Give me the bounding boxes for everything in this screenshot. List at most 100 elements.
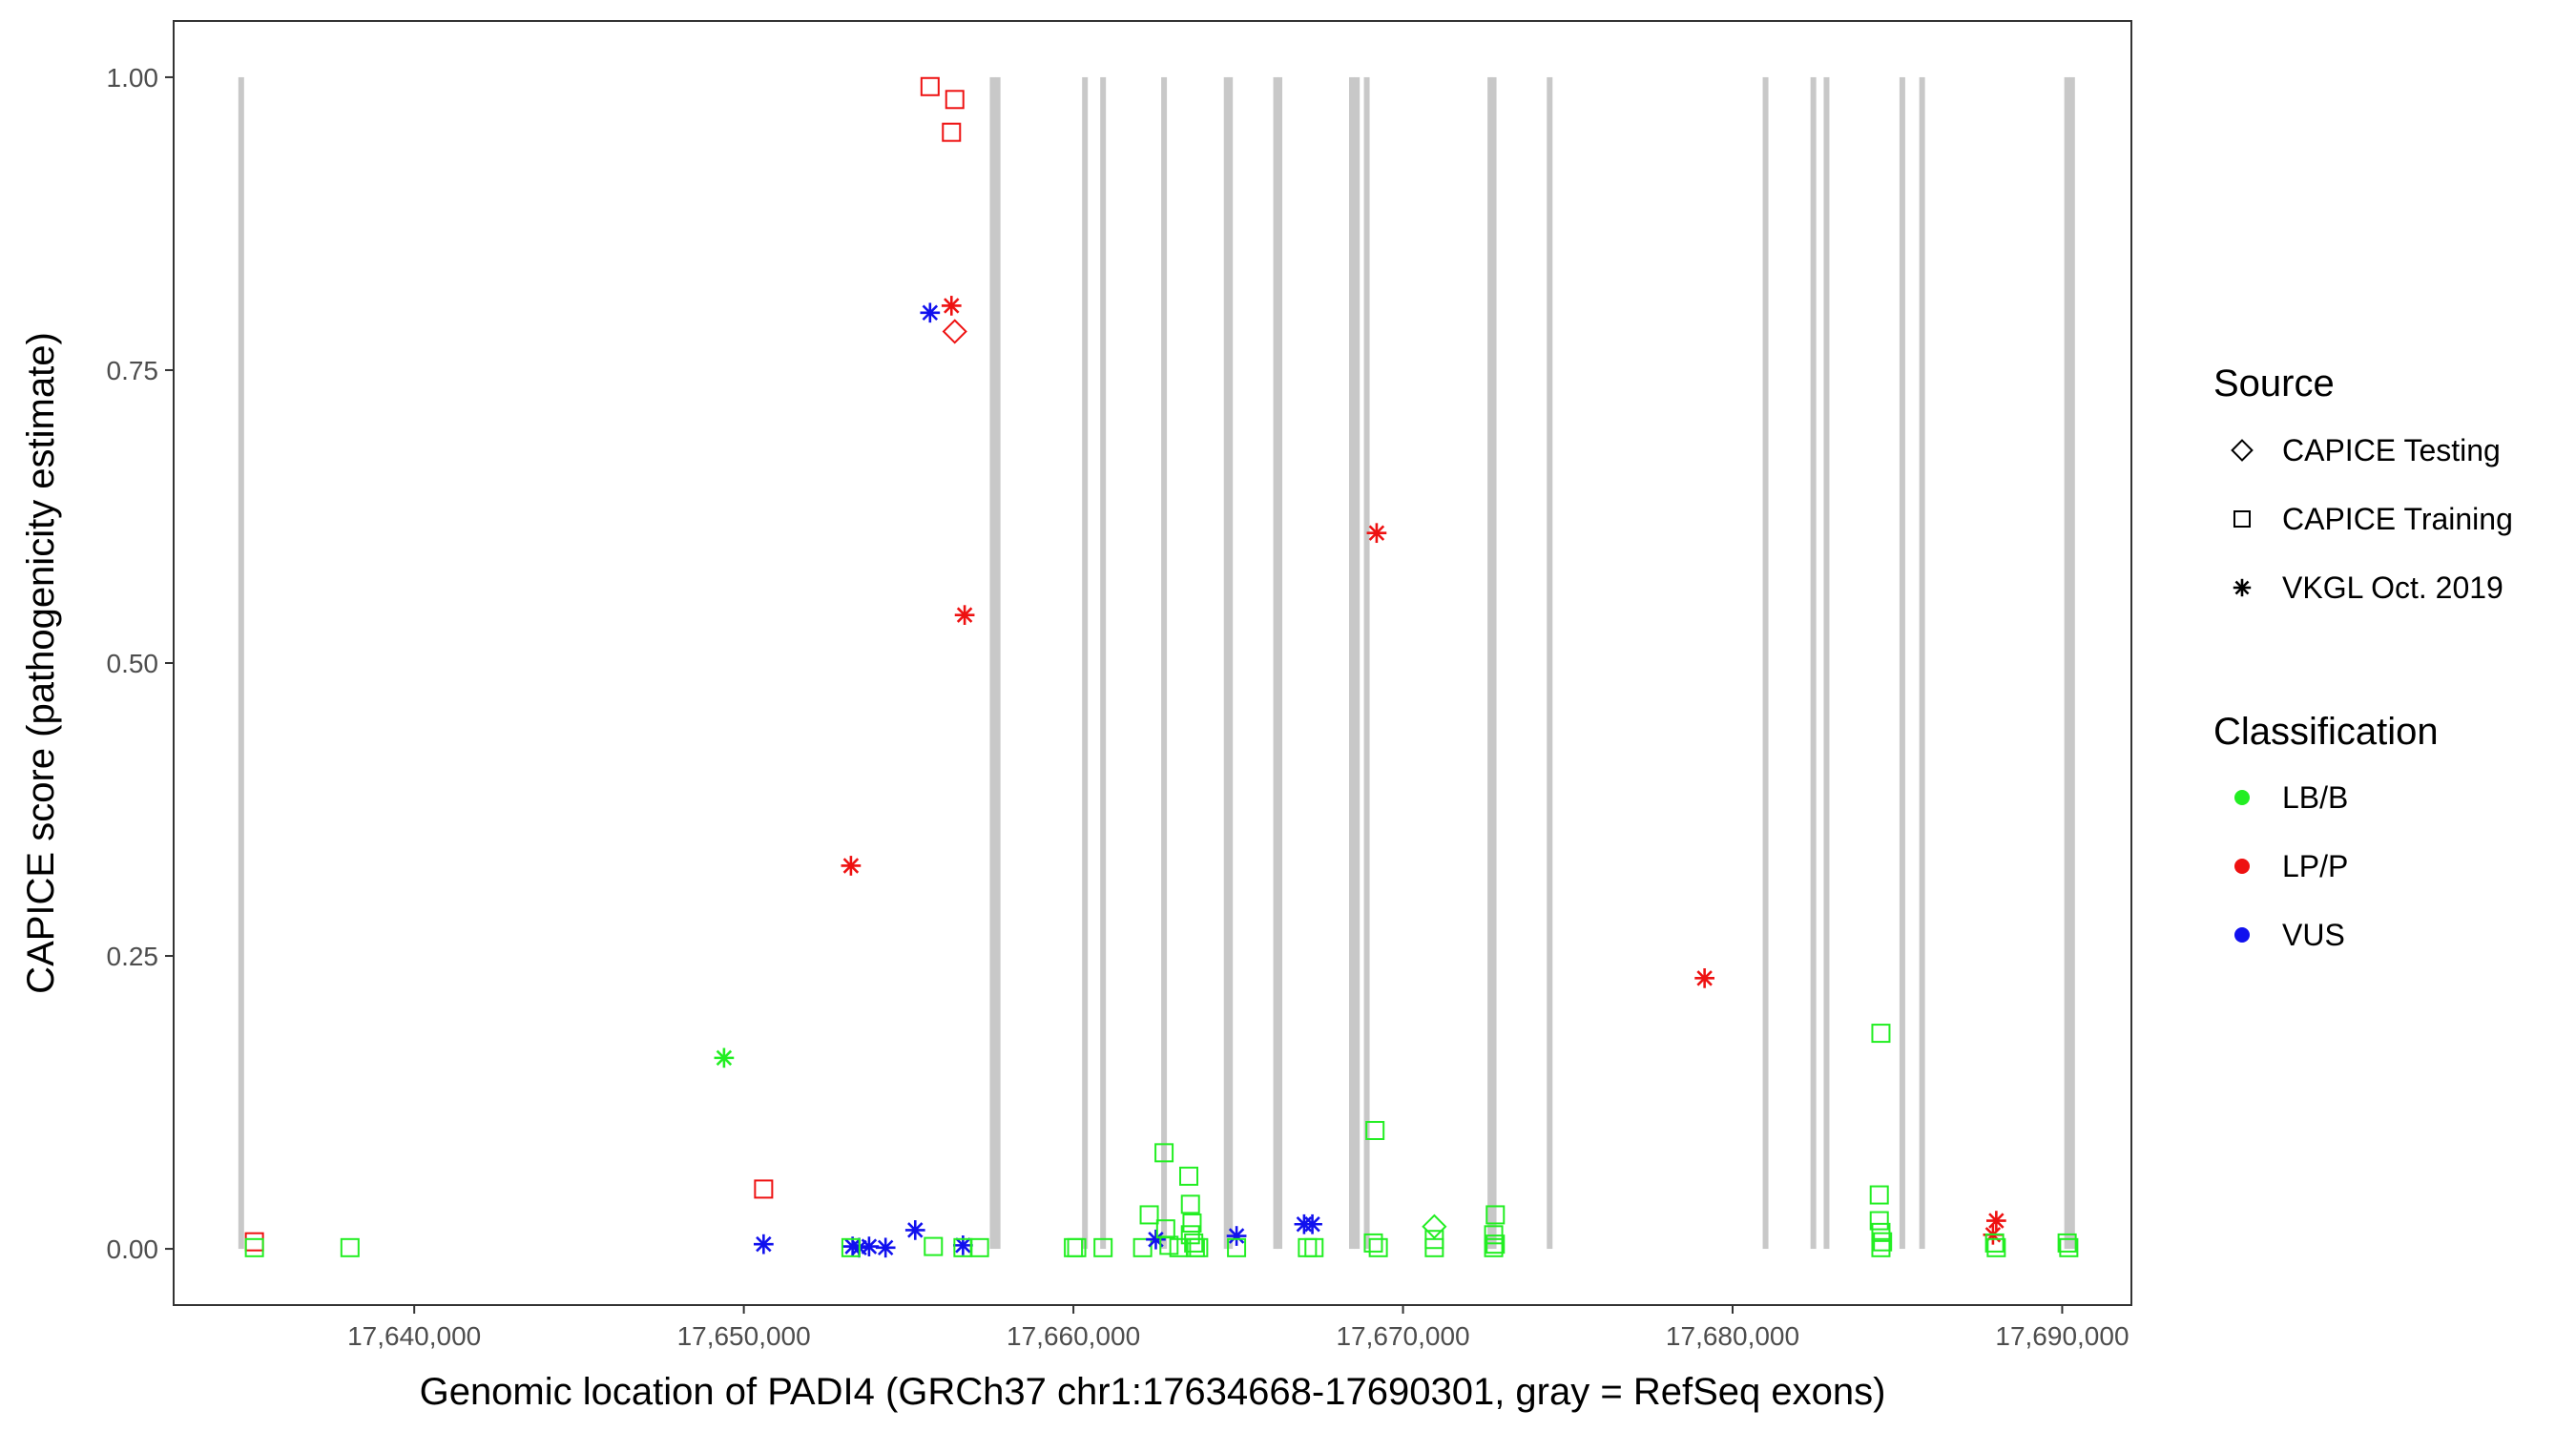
data-point-asterisk — [954, 605, 975, 625]
data-point-square — [1298, 1237, 1318, 1257]
data-point-asterisk — [904, 1220, 925, 1240]
legend-source-label: VKGL Oct. 2019 — [2282, 570, 2503, 605]
y-tick-label: 0.25 — [107, 942, 159, 971]
data-point-square — [340, 1237, 360, 1257]
x-tick-label: 17,660,000 — [1007, 1321, 1140, 1351]
x-axis-title: Genomic location of PADI4 (GRCh37 chr1:1… — [420, 1371, 1886, 1413]
data-point-square — [1093, 1237, 1113, 1257]
y-axis-title: CAPICE score (pathogenicity estimate) — [20, 332, 62, 994]
data-point-square — [1873, 1232, 1893, 1252]
exon-bar — [2068, 76, 2075, 1250]
exon-bar — [1762, 76, 1769, 1250]
data-point-asterisk — [1986, 1211, 2006, 1231]
x-tick-label: 17,680,000 — [1666, 1321, 1799, 1351]
exon-bar — [1273, 76, 1279, 1250]
exon-bar — [1810, 76, 1817, 1250]
plot-panel-border — [173, 20, 2132, 1306]
legend-source-title: Source — [2213, 363, 2335, 404]
data-point-asterisk — [1146, 1229, 1166, 1250]
exon-bar — [989, 76, 996, 1250]
exon-bar — [1363, 76, 1370, 1250]
legend: Source CAPICE Testing CAPICE Training VKGL… — [2213, 363, 2513, 952]
legend-classification-label: VUS — [2282, 918, 2345, 952]
data-point-square — [942, 122, 962, 142]
legend-key-dot — [2234, 790, 2250, 805]
exon-bar — [1919, 76, 1925, 1250]
axes: 0.00 0.25 0.50 0.75 1.00 17,640,000 17,650,000… — [107, 63, 2129, 1351]
data-point-diamond — [942, 319, 967, 344]
y-tick-label: 1.00 — [107, 63, 159, 93]
legend-key-dot — [2234, 859, 2250, 874]
legend-classification-label: LB/B — [2282, 780, 2348, 815]
data-point-asterisk — [1694, 968, 1714, 988]
exon-bar — [1354, 76, 1361, 1250]
data-point-asterisk — [859, 1236, 880, 1256]
data-point-square — [1424, 1237, 1444, 1257]
exon-bars — [238, 76, 2075, 1250]
exon-bar — [1223, 76, 1230, 1250]
x-tick-label: 17,650,000 — [677, 1321, 811, 1351]
data-point-square — [1485, 1234, 1506, 1255]
y-tick-label: 0.75 — [107, 356, 159, 385]
data-point-square — [945, 90, 965, 110]
exon-bar — [1082, 76, 1089, 1250]
data-point-asterisk — [1366, 523, 1387, 544]
data-point-square — [841, 1237, 861, 1257]
data-point-square — [1159, 1235, 1179, 1255]
exon-bar — [1547, 76, 1553, 1250]
data-point-square — [1485, 1205, 1506, 1225]
y-tick-label: 0.00 — [107, 1234, 159, 1264]
data-point-asterisk — [875, 1237, 896, 1258]
exon-bar — [1823, 76, 1830, 1250]
data-point-square — [1363, 1233, 1383, 1253]
data-point-square — [2057, 1233, 2077, 1253]
data-point-square — [1368, 1237, 1388, 1257]
data-point-square — [1067, 1237, 1087, 1257]
exon-bar — [238, 76, 244, 1250]
data-point-asterisk — [1302, 1213, 1322, 1234]
data-point-square — [1184, 1233, 1204, 1253]
x-tick-label: 17,640,000 — [347, 1321, 481, 1351]
data-point-asterisk — [1226, 1226, 1247, 1246]
exon-bar — [1349, 76, 1355, 1250]
legend-key-square — [2233, 510, 2251, 528]
data-point-square — [1986, 1237, 2006, 1257]
exon-bar — [1161, 76, 1168, 1250]
data-point-square — [1154, 1143, 1174, 1163]
data-point-asterisk — [754, 1234, 774, 1255]
x-tick-label: 17,690,000 — [1995, 1321, 2129, 1351]
exon-bar — [1277, 76, 1282, 1250]
data-point-square — [1984, 1233, 2005, 1253]
legend-source-items: CAPICE Testing CAPICE Training VKGL Oct. 2… — [2231, 433, 2513, 605]
legend-source-label: CAPICE Testing — [2282, 433, 2501, 467]
data-point-asterisk — [714, 1047, 735, 1068]
legend-key-asterisk — [2233, 578, 2252, 597]
legend-key-dot — [2234, 927, 2250, 943]
data-point-square — [924, 1236, 944, 1256]
y-tick-label: 0.50 — [107, 649, 159, 678]
data-point-asterisk — [941, 296, 962, 316]
data-point-square — [754, 1179, 774, 1199]
data-point-square — [920, 76, 940, 96]
data-point-square — [1871, 1237, 1891, 1257]
data-point-square — [1139, 1205, 1159, 1225]
x-tick-label: 17,670,000 — [1336, 1321, 1469, 1351]
data-point-square — [1365, 1121, 1385, 1141]
data-point-diamond — [1422, 1213, 1447, 1239]
exon-bar — [1227, 76, 1234, 1250]
legend-source-label: CAPICE Training — [2282, 502, 2513, 536]
exon-bar — [1487, 76, 1494, 1250]
data-point-square — [1132, 1237, 1153, 1257]
data-point-asterisk — [920, 302, 941, 323]
exon-bar — [2064, 76, 2070, 1250]
legend-key-diamond — [2231, 439, 2254, 462]
data-point-square — [1869, 1211, 1889, 1231]
data-point-asterisk — [841, 856, 862, 876]
data-point-square — [1182, 1213, 1202, 1234]
data-point-square — [244, 1237, 264, 1257]
legend-classification-items: LB/B LP/P VUS — [2234, 780, 2348, 952]
data-point-square — [1179, 1166, 1198, 1186]
data-point-square — [1189, 1237, 1209, 1257]
data-point-square — [1227, 1237, 1247, 1257]
